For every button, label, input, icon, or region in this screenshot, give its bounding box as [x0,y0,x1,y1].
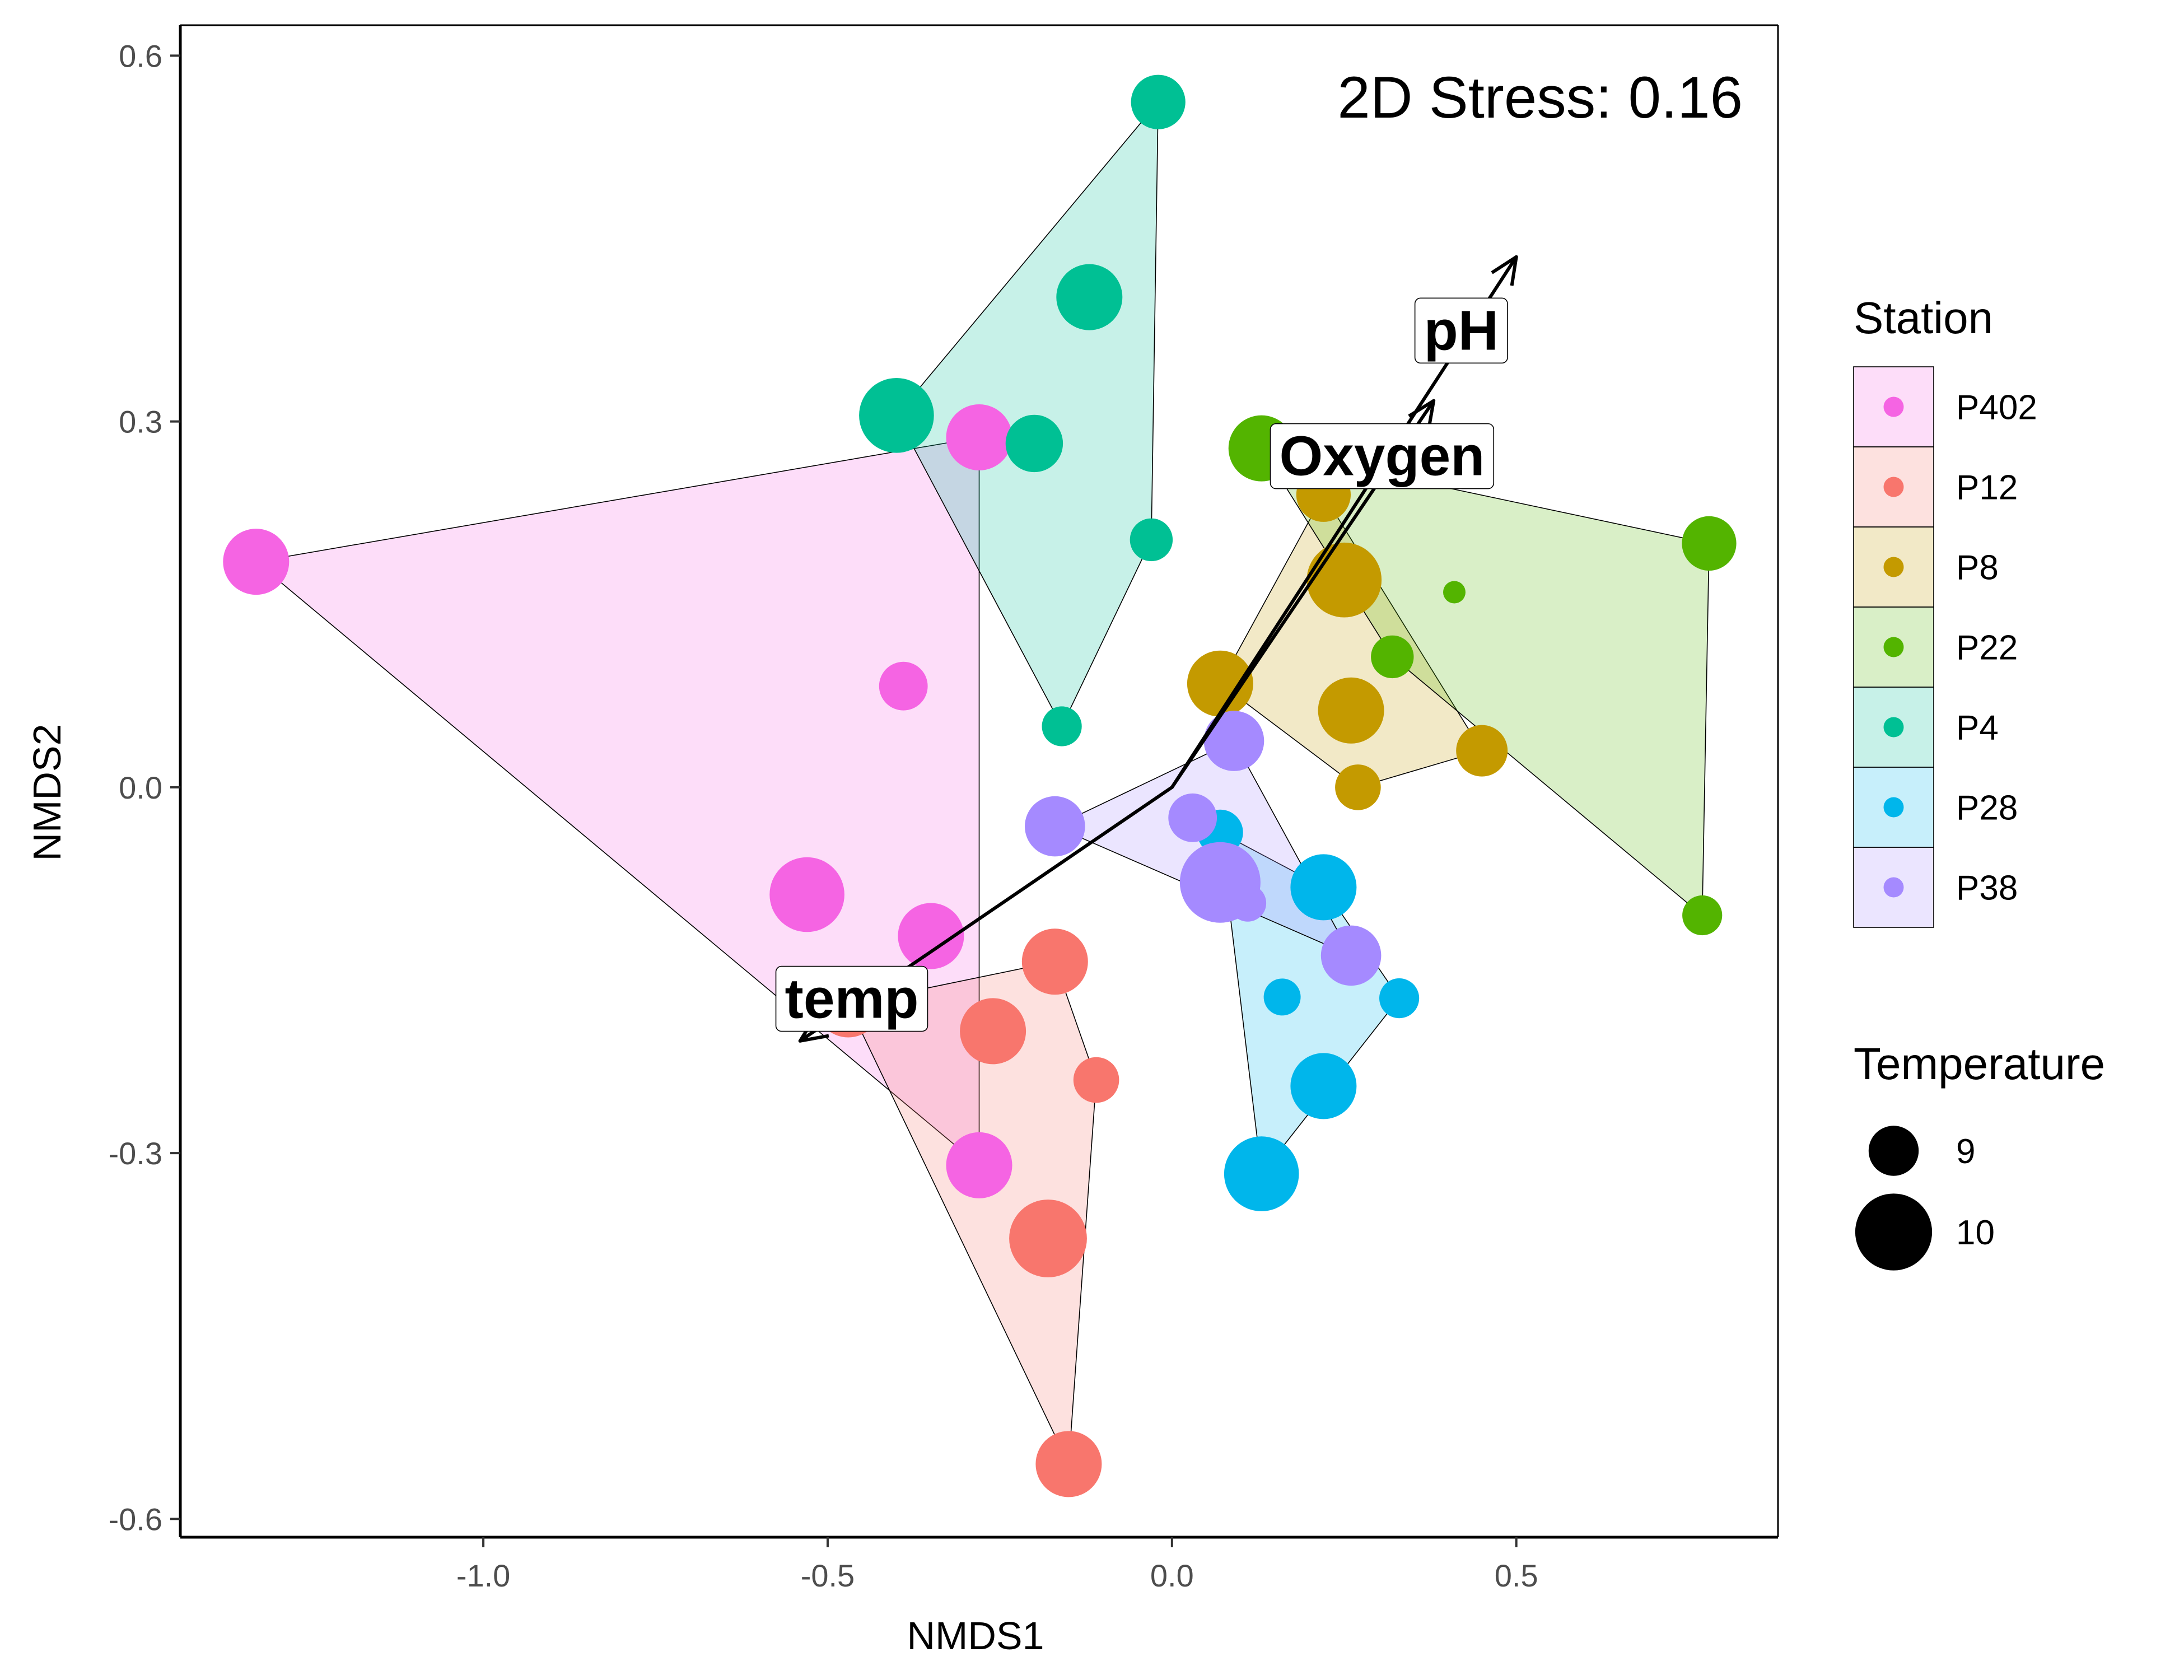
vector-label-box-ph [1414,297,1508,364]
vector-label-box-oxygen [1270,423,1495,489]
point-p8 [1318,677,1384,744]
legend-label-p28: P28 [1956,789,2018,828]
stress-annotation: 2D Stress: 0.16 [1337,65,1743,130]
x-tick-label: -0.5 [801,1558,855,1593]
x-tick-label: 0.0 [1150,1558,1194,1593]
point-p38 [1025,796,1085,857]
legend-label-p12: P12 [1956,469,2018,507]
point-p38 [1168,793,1217,842]
point-p8 [1335,764,1381,810]
vector-label-oxygen: Oxygen [1280,425,1485,488]
vector-label-box-temp [775,965,928,1032]
legend-label-p22: P22 [1956,629,2018,668]
point-p38 [1229,884,1267,922]
legend-station-title: Station [1854,293,1993,343]
x-tick-label: -1.0 [456,1558,511,1593]
point-p402 [223,529,290,595]
vector-arrowhead-ph [1491,255,1518,286]
x-tick-label: 0.5 [1495,1558,1538,1593]
y-tick-label: -0.6 [109,1501,163,1537]
y-tick-label: 0.0 [119,770,162,805]
legend-label-p4: P4 [1956,709,1999,748]
y-tick-label: 0.6 [119,38,162,73]
y-tick-label: -0.3 [109,1136,163,1171]
legend-size-9 [1868,1126,1919,1176]
vector-label-ph: pH [1424,299,1499,362]
legend-dot-p12 [1883,477,1904,497]
x-axis-title: NMDS1 [907,1614,1044,1658]
legend-size-10 [1855,1193,1933,1271]
legend-dot-p38 [1883,877,1904,898]
legend-label-p8: P8 [1956,549,1999,587]
plot-area: pH Oxygen temp -1.0 -0.5 0.0 0.5 -0.6 -0.3 0.0 0.3… [109,24,1779,1593]
point-p28 [1290,854,1357,921]
point-p12 [1009,1200,1087,1277]
point-p38 [1203,711,1264,771]
point-p402 [946,404,1012,470]
legend: Station Temperature P402 P12 P8 P22 P4 P28 P38… [1853,293,2105,1271]
y-axis-title: NMDS2 [25,724,69,861]
point-p12 [1073,1057,1119,1103]
point-p12 [1035,1431,1102,1497]
legend-dot-p402 [1883,396,1904,417]
point-p38 [1320,925,1382,986]
point-p28 [1379,978,1420,1019]
point-p12 [960,998,1026,1065]
point-p4 [1131,74,1186,129]
point-p4 [1005,414,1063,473]
point-p28 [1290,1053,1357,1119]
point-p4 [1056,264,1123,330]
point-p402 [898,903,964,969]
point-p8 [1456,725,1508,777]
legend-dot-p8 [1883,557,1904,577]
point-p28 [1224,1136,1299,1211]
point-p402 [769,857,844,932]
point-p4 [859,378,934,453]
point-p22 [1371,635,1414,679]
vector-label-temp: temp [785,968,919,1030]
point-p28 [1263,978,1301,1016]
legend-temperature-title: Temperature [1854,1039,2105,1089]
legend-key-p28 [1853,767,1934,848]
point-p22 [1682,895,1723,936]
point-p8 [1306,542,1382,618]
vector-arrowhead-oxygen [1408,399,1436,430]
point-p4 [1042,706,1082,746]
legend-key-p22 [1853,606,1934,688]
legend-dot-p4 [1883,717,1904,738]
legend-label-p402: P402 [1956,389,2037,427]
point-p12 [1021,928,1088,995]
point-p8 [1187,650,1253,717]
point-p22 [1443,581,1466,604]
legend-dot-p22 [1883,637,1904,657]
legend-label-p38: P38 [1956,869,2018,908]
point-p22 [1682,516,1737,571]
legend-size-label-9: 9 [1956,1132,1975,1171]
y-tick-label: 0.3 [119,404,162,440]
point-p402 [946,1132,1012,1198]
point-p4 [1130,518,1173,562]
point-p402 [879,661,928,711]
legend-size-label-10: 10 [1956,1214,1995,1252]
legend-dot-p28 [1883,797,1904,818]
